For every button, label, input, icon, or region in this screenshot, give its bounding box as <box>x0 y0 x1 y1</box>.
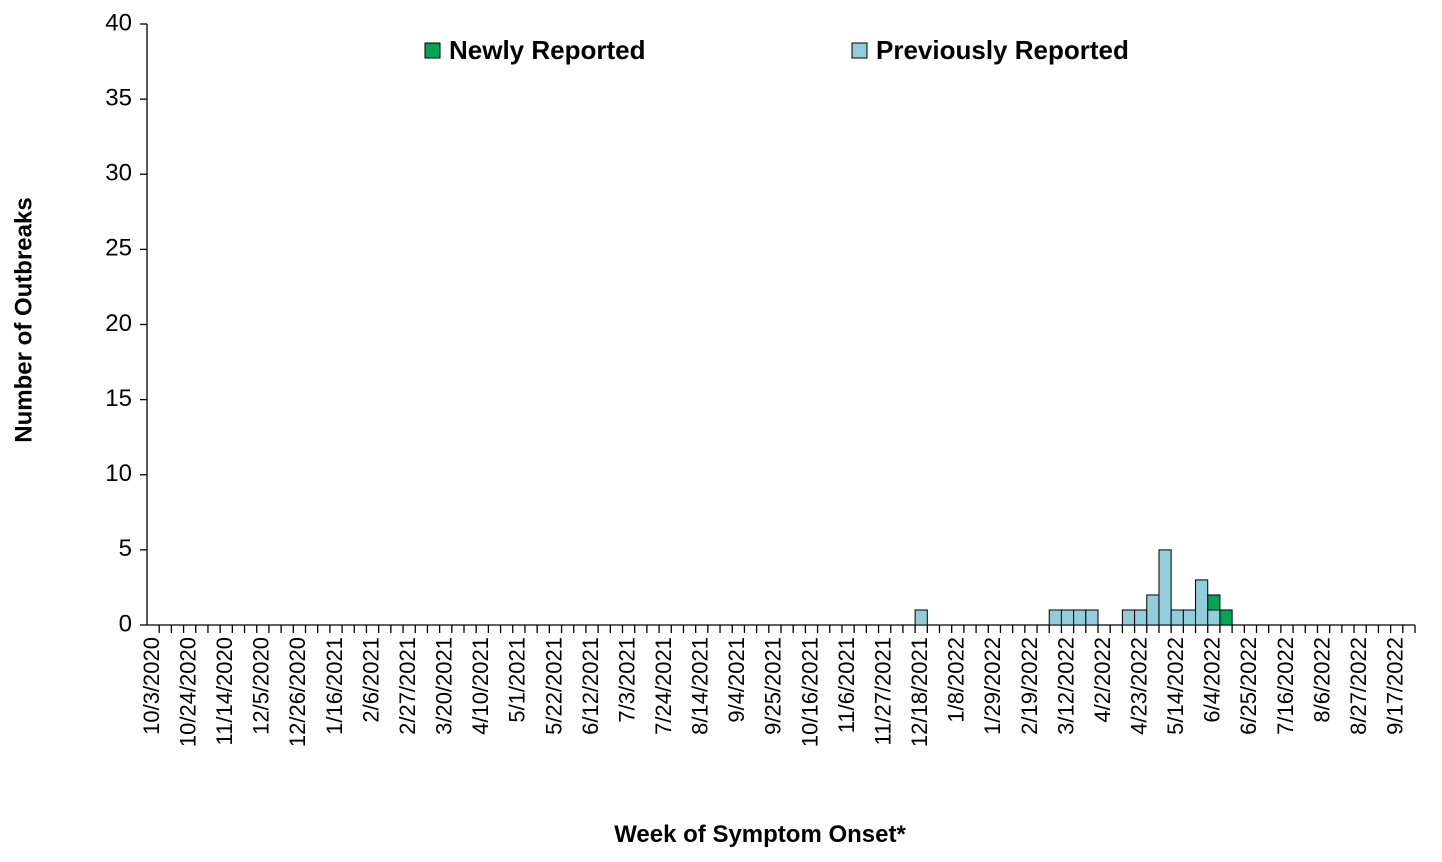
x-tick-label: 3/12/2022 <box>1053 637 1078 735</box>
x-tick-label: 12/5/2020 <box>249 637 274 735</box>
legend-swatch <box>851 42 868 59</box>
y-tick-label: 5 <box>119 535 132 562</box>
x-tick-label: 12/18/2021 <box>907 637 932 747</box>
x-tick-label: 4/10/2021 <box>468 637 493 735</box>
x-tick-label: 3/20/2021 <box>432 637 457 735</box>
y-tick-label: 10 <box>105 460 132 487</box>
x-tick-label: 11/14/2020 <box>212 637 237 745</box>
bar-segment <box>1048 609 1062 626</box>
x-tick-label: 9/25/2021 <box>761 637 786 735</box>
bar-segment <box>1170 609 1184 626</box>
legend-swatch <box>424 42 441 59</box>
bar-segment <box>914 609 928 626</box>
legend-label: Newly Reported <box>449 35 646 65</box>
x-tick-label: 8/14/2021 <box>688 637 713 735</box>
x-axis-title: Week of Symptom Onset* <box>614 821 906 848</box>
x-tick-label: 8/6/2022 <box>1309 637 1334 723</box>
x-tick-label: 5/14/2022 <box>1163 637 1188 735</box>
x-tick-label: 8/27/2022 <box>1346 637 1371 735</box>
y-tick-label: 30 <box>105 160 132 187</box>
bar-segment <box>1060 609 1075 626</box>
x-tick-label: 5/22/2021 <box>541 637 566 735</box>
x-tick-label: 4/23/2022 <box>1126 637 1151 735</box>
x-tick-label: 2/19/2022 <box>1017 637 1042 735</box>
x-tick-label: 11/6/2021 <box>834 637 859 733</box>
bar-segment <box>1207 594 1221 611</box>
x-tick-label: 9/4/2021 <box>724 637 749 723</box>
y-tick-label: 25 <box>105 235 132 262</box>
x-tick-label: 4/2/2022 <box>1090 637 1115 723</box>
x-tick-label: 7/3/2021 <box>614 637 639 723</box>
x-tick-label: 5/1/2021 <box>505 637 530 723</box>
x-tick-label: 6/25/2022 <box>1236 637 1261 735</box>
bar-segment <box>1182 609 1197 626</box>
x-tick-label: 10/24/2020 <box>175 637 200 747</box>
bar-segment <box>1219 609 1233 626</box>
bar-segment <box>1207 609 1221 626</box>
x-tick-label: 1/8/2022 <box>944 637 969 723</box>
x-tick-label: 9/17/2022 <box>1383 637 1408 735</box>
x-tick-label: 12/26/2020 <box>285 637 310 747</box>
x-tick-label: 2/6/2021 <box>358 637 383 723</box>
x-tick-label: 10/16/2021 <box>797 637 822 747</box>
y-axis-title: Number of Outbreaks <box>10 197 37 442</box>
y-tick-label: 20 <box>105 310 132 337</box>
bar-segment <box>1073 609 1087 626</box>
y-tick-label: 40 <box>105 9 132 36</box>
bar-segment <box>1158 549 1172 626</box>
x-tick-label: 6/12/2021 <box>578 637 603 735</box>
bar-segment <box>1146 594 1160 626</box>
legend-label: Previously Reported <box>876 35 1129 65</box>
bar-segment <box>1195 579 1209 626</box>
y-tick-label: 15 <box>105 385 132 412</box>
x-tick-label: 1/16/2021 <box>322 637 347 735</box>
bar-segment <box>1134 609 1148 626</box>
x-tick-label: 10/3/2020 <box>139 637 164 735</box>
y-tick-label: 35 <box>105 84 132 111</box>
x-tick-label: 11/27/2021 <box>870 637 895 745</box>
x-tick-label: 2/27/2021 <box>395 637 420 735</box>
x-tick-label: 6/4/2022 <box>1200 637 1225 723</box>
bar-segment <box>1085 609 1099 626</box>
bar-segment <box>1121 609 1136 626</box>
x-tick-label: 7/16/2022 <box>1273 637 1298 735</box>
x-tick-label: 1/29/2022 <box>980 637 1005 735</box>
x-tick-label: 7/24/2021 <box>651 637 676 735</box>
y-tick-label: 0 <box>119 610 132 637</box>
